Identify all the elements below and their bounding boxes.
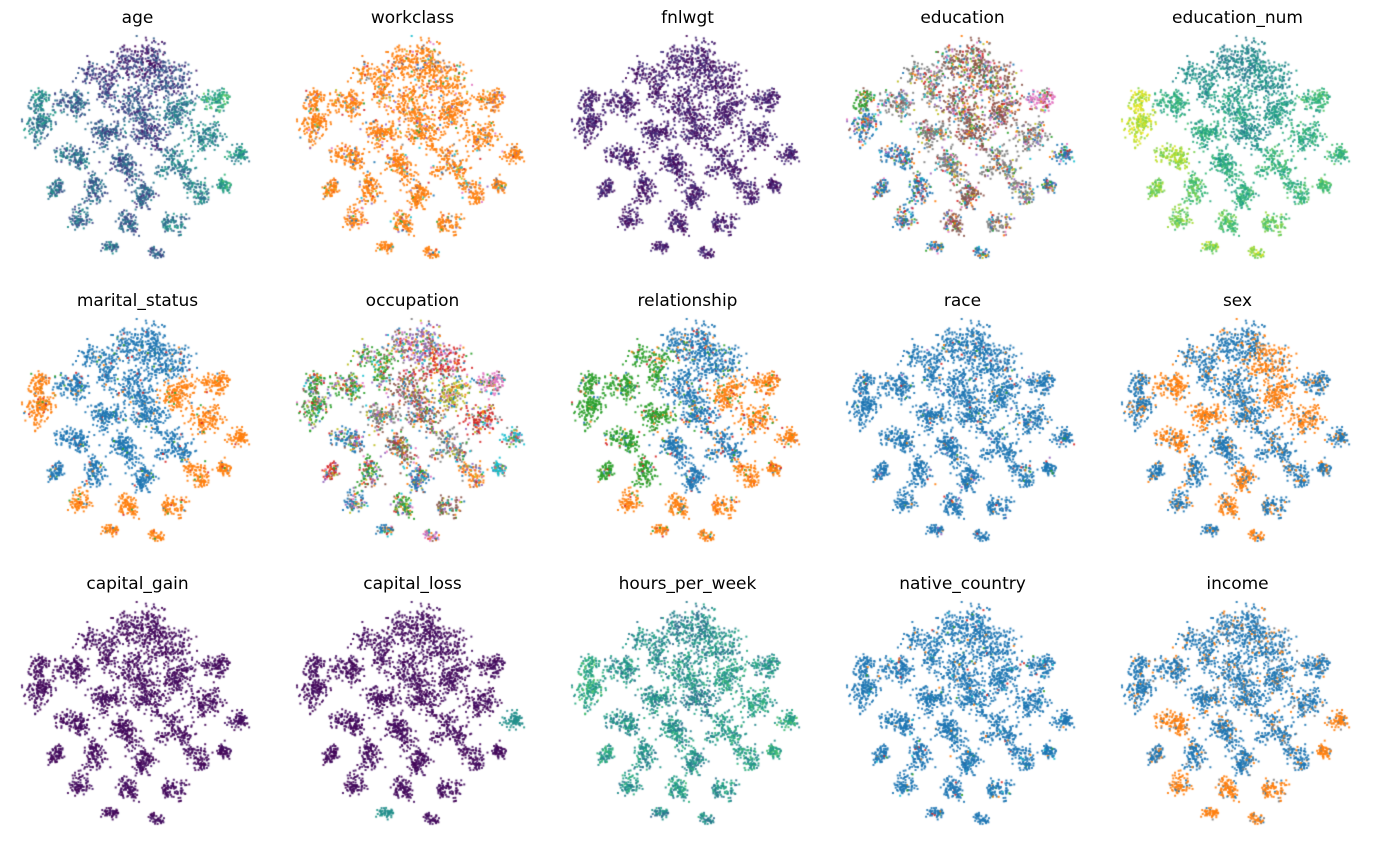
embedding-scatter-canvas [12,29,263,269]
subplot-title: marital_status [76,291,199,311]
subplot-title: capital_gain [86,574,189,594]
embedding-scatter-canvas [1112,29,1363,269]
subplot-panel: marital_status [0,283,275,566]
embedding-scatter-canvas [287,29,538,269]
embedding-scatter-canvas [562,29,813,269]
embedding-scatter-canvas [562,595,813,835]
subplot-title: native_country [899,574,1026,594]
embedding-scatter-canvas [287,312,538,552]
subplot-title: capital_loss [363,574,462,594]
subplot-title: relationship [637,291,738,311]
subplot-panel: workclass [275,0,550,283]
subplot-title: age [121,8,154,28]
embedding-scatter-canvas [12,595,263,835]
subplot-title: sex [1222,291,1253,311]
subplot-title: race [943,291,982,311]
subplot-title: education_num [1172,8,1303,28]
subplot-panel: education [825,0,1100,283]
embedding-scatter-canvas [12,312,263,552]
subplot-panel: education_num [1100,0,1375,283]
subplot-panel: occupation [275,283,550,566]
embedding-scatter-canvas [287,595,538,835]
subplot-title: fnlwgt [661,8,714,28]
subplot-panel: capital_gain [0,566,275,849]
subplot-title: hours_per_week [618,574,757,594]
embedding-scatter-canvas [837,312,1088,552]
subplot-panel: capital_loss [275,566,550,849]
subplot-panel: income [1100,566,1375,849]
subplot-panel: race [825,283,1100,566]
subplot-title: workclass [370,8,455,28]
subplot-panel: sex [1100,283,1375,566]
subplot-panel: hours_per_week [550,566,825,849]
subplot-panel: native_country [825,566,1100,849]
subplot-panel: relationship [550,283,825,566]
subplot-title: education [920,8,1005,28]
embedding-scatter-canvas [837,595,1088,835]
embedding-scatter-canvas [562,312,813,552]
embedding-scatter-canvas [1112,595,1363,835]
subplot-panel: age [0,0,275,283]
subplot-title: income [1206,574,1269,594]
embedding-scatter-canvas [837,29,1088,269]
embedding-scatter-canvas [1112,312,1363,552]
subplot-title: occupation [365,291,460,311]
subplot-panel: fnlwgt [550,0,825,283]
